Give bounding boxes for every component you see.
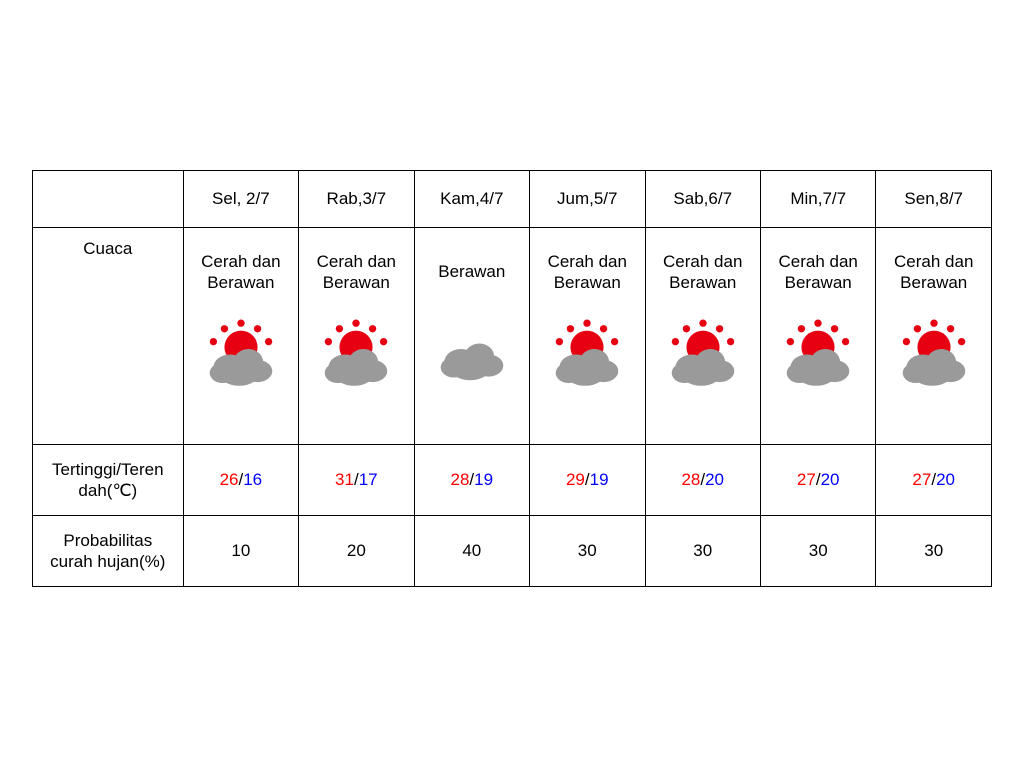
precip-cell: 30 — [760, 516, 875, 587]
date-header: Jum,5/7 — [530, 171, 645, 228]
sun-cloud-icon — [650, 304, 756, 394]
temp-low: 19 — [590, 470, 609, 489]
temp-high: 28 — [451, 470, 470, 489]
temperature-row: Tertinggi/Teren dah(℃) 26/16 31/17 28/19… — [33, 445, 992, 516]
prob-label-line1: Probabilitas — [63, 531, 152, 550]
temp-label-line1: Tertinggi/Teren — [52, 460, 164, 479]
condition-label: Cerah dan Berawan — [188, 250, 294, 294]
precip-cell: 20 — [299, 516, 414, 587]
weather-cell: Cerah dan Berawan — [876, 228, 992, 445]
temp-low: 19 — [474, 470, 493, 489]
weather-row-label: Cuaca — [33, 228, 184, 445]
sun-cloud-icon — [534, 304, 640, 394]
weather-cell: Cerah dan Berawan — [760, 228, 875, 445]
precip-cell: 30 — [876, 516, 992, 587]
condition-label: Cerah dan Berawan — [880, 250, 987, 294]
temp-low: 20 — [705, 470, 724, 489]
weather-cell: Cerah dan Berawan — [645, 228, 760, 445]
precip-row-label: Probabilitas curah hujan(%) — [33, 516, 184, 587]
header-empty-cell — [33, 171, 184, 228]
sun-cloud-icon — [765, 304, 871, 394]
temperature-cell: 28/20 — [645, 445, 760, 516]
temp-low: 20 — [821, 470, 840, 489]
temp-label-line2: dah(℃) — [78, 481, 137, 500]
temperature-cell: 29/19 — [530, 445, 645, 516]
date-header: Sab,6/7 — [645, 171, 760, 228]
temp-high: 29 — [566, 470, 585, 489]
sun-cloud-icon — [303, 304, 409, 394]
temp-high: 26 — [220, 470, 239, 489]
precip-cell: 10 — [183, 516, 298, 587]
temp-low: 16 — [243, 470, 262, 489]
cloud-icon — [419, 304, 525, 394]
date-header: Kam,4/7 — [414, 171, 529, 228]
date-header: Sel, 2/7 — [183, 171, 298, 228]
temp-high: 28 — [681, 470, 700, 489]
weather-cell: Cerah dan Berawan — [183, 228, 298, 445]
weather-forecast-table: Sel, 2/7 Rab,3/7 Kam,4/7 Jum,5/7 Sab,6/7… — [32, 170, 992, 587]
temp-high: 27 — [912, 470, 931, 489]
date-header: Rab,3/7 — [299, 171, 414, 228]
temp-low: 20 — [936, 470, 955, 489]
weather-cell: Berawan — [414, 228, 529, 445]
temperature-cell: 28/19 — [414, 445, 529, 516]
weather-condition-row: Cuaca Cerah dan Berawan Cerah dan Berawa… — [33, 228, 992, 445]
precip-cell: 40 — [414, 516, 529, 587]
weather-cell: Cerah dan Berawan — [299, 228, 414, 445]
sun-cloud-icon — [188, 304, 294, 394]
temp-high: 27 — [797, 470, 816, 489]
prob-label-line2: curah hujan(%) — [50, 552, 165, 571]
page: Sel, 2/7 Rab,3/7 Kam,4/7 Jum,5/7 Sab,6/7… — [0, 0, 1024, 768]
sun-cloud-icon — [880, 304, 987, 394]
condition-label: Cerah dan Berawan — [765, 250, 871, 294]
temperature-cell: 26/16 — [183, 445, 298, 516]
condition-label: Cerah dan Berawan — [650, 250, 756, 294]
precip-cell: 30 — [645, 516, 760, 587]
temperature-row-label: Tertinggi/Teren dah(℃) — [33, 445, 184, 516]
temp-low: 17 — [359, 470, 378, 489]
table-header-row: Sel, 2/7 Rab,3/7 Kam,4/7 Jum,5/7 Sab,6/7… — [33, 171, 992, 228]
condition-label: Cerah dan Berawan — [303, 250, 409, 294]
precip-cell: 30 — [530, 516, 645, 587]
date-header: Sen,8/7 — [876, 171, 992, 228]
precip-probability-row: Probabilitas curah hujan(%) 10 20 40 30 … — [33, 516, 992, 587]
temp-high: 31 — [335, 470, 354, 489]
temperature-cell: 27/20 — [760, 445, 875, 516]
weather-cell: Cerah dan Berawan — [530, 228, 645, 445]
temperature-cell: 31/17 — [299, 445, 414, 516]
temperature-cell: 27/20 — [876, 445, 992, 516]
condition-label: Cerah dan Berawan — [534, 250, 640, 294]
date-header: Min,7/7 — [760, 171, 875, 228]
condition-label: Berawan — [419, 250, 525, 294]
